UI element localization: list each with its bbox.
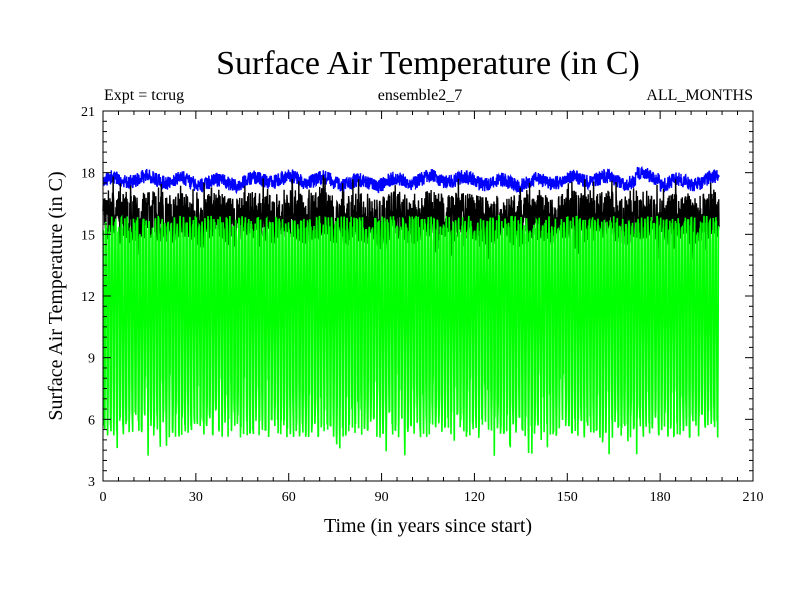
x-tick-label: 60: [282, 490, 296, 505]
y-tick-label: 6: [88, 413, 95, 428]
x-tick-label: 90: [375, 490, 389, 505]
y-axis-label: Surface Air Temperature (in C): [45, 171, 67, 420]
x-tick-label: 30: [189, 490, 203, 505]
subtitle-center: ensemble2_7: [378, 87, 462, 104]
y-tick-label: 21: [81, 105, 95, 120]
y-tick-label: 9: [88, 352, 95, 367]
y-tick-label: 3: [88, 475, 95, 490]
chart-title: Surface Air Temperature (in C): [216, 45, 640, 82]
series-line-max: [102, 166, 720, 195]
x-tick-label: 180: [650, 490, 671, 505]
y-tick-label: 15: [81, 228, 95, 243]
x-tick-label: 150: [557, 490, 578, 505]
y-tick-label: 18: [81, 167, 95, 182]
x-tick-label: 210: [743, 490, 764, 505]
subtitle-right: ALL_MONTHS: [646, 87, 753, 104]
subtitle-left: Expt = tcrug: [104, 87, 184, 104]
plot-series: [102, 166, 720, 456]
y-tick-label: 12: [81, 290, 95, 305]
axes: 0 30 60 90 120 150 180 210 3 6 9 12 15 18 21: [81, 105, 764, 505]
series-line-min: [102, 214, 720, 456]
x-axis-label: Time (in years since start): [324, 515, 532, 537]
x-tick-label: 0: [100, 490, 107, 505]
x-tick-label: 120: [464, 490, 485, 505]
series-line-mean: [102, 175, 720, 260]
